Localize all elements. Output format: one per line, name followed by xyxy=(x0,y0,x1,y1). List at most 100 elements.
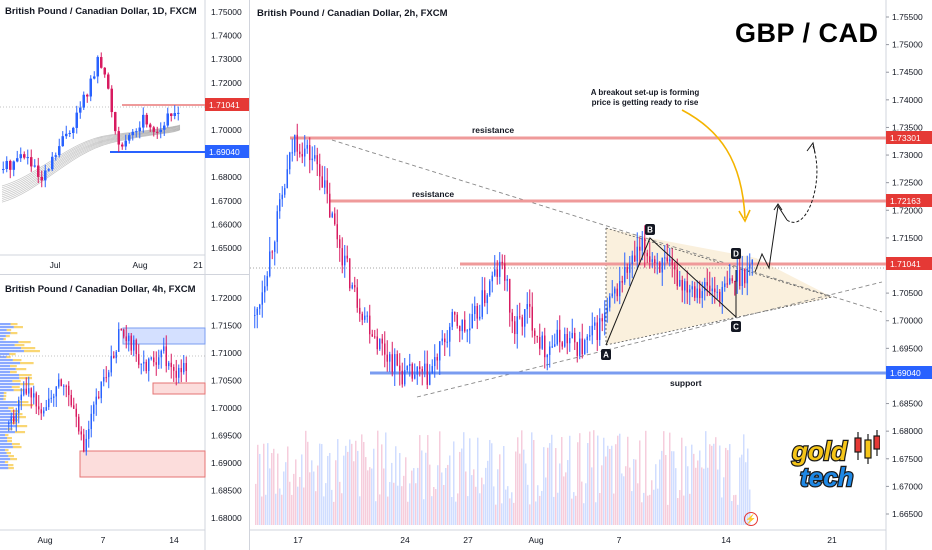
volume-bar xyxy=(649,494,651,525)
flash-icon[interactable]: ⚡ xyxy=(744,512,758,526)
daily-chart-pane[interactable]: British Pound / Canadian Dollar, 1D, FXC… xyxy=(0,0,249,274)
4h-volume-profile-bar xyxy=(0,371,11,374)
main-candle xyxy=(264,286,266,293)
main-candle xyxy=(471,314,473,329)
main-candle xyxy=(299,151,301,155)
main-candle xyxy=(509,279,511,313)
daily-candle xyxy=(2,169,5,171)
4h-volume-profile-bar xyxy=(3,395,7,398)
price-tag-label: 1.71041 xyxy=(890,259,921,269)
4h-candle xyxy=(155,362,157,365)
volume-bar xyxy=(403,475,405,525)
volume-bar xyxy=(625,466,627,525)
main-candle xyxy=(329,193,331,218)
4h-candle xyxy=(178,367,180,378)
volume-bar xyxy=(559,463,561,525)
daily-candle xyxy=(19,154,22,159)
pane-divider-vertical[interactable] xyxy=(249,0,250,550)
daily-candle xyxy=(54,155,57,157)
main-candle xyxy=(406,365,408,371)
volume-bar xyxy=(717,469,719,525)
volume-bar xyxy=(523,449,525,525)
main-candle xyxy=(626,267,628,273)
4h-volume-profile-bar xyxy=(0,392,4,395)
4h-volume-profile-bar xyxy=(13,389,23,392)
main-candle xyxy=(326,180,328,194)
volume-bar xyxy=(277,453,279,525)
main-candle xyxy=(739,269,741,286)
volume-bar xyxy=(421,450,423,525)
main-candle xyxy=(749,264,751,269)
volume-bar xyxy=(459,451,461,525)
pattern-point-marker xyxy=(731,321,741,332)
volume-bar xyxy=(341,493,343,525)
main-candle xyxy=(654,259,656,263)
4h-chart-pane[interactable]: British Pound / Canadian Dollar, 4h, FXC… xyxy=(0,275,249,550)
daily-candle xyxy=(61,136,64,147)
volume-bar xyxy=(541,490,543,525)
volume-bar xyxy=(373,448,375,525)
daily-chart[interactable]: 1.750001.740001.730001.720001.710001.700… xyxy=(0,0,249,274)
volume-bar xyxy=(391,462,393,525)
triangle-pattern-fill xyxy=(606,228,832,345)
volume-bar xyxy=(347,451,349,525)
main-candle xyxy=(614,288,616,294)
volume-bar xyxy=(697,460,699,525)
volume-bar xyxy=(617,435,619,525)
volume-bar xyxy=(363,441,365,525)
daily-candle xyxy=(72,127,75,134)
daily-candle xyxy=(26,157,29,159)
volume-bar xyxy=(631,491,633,525)
volume-bar xyxy=(437,465,439,525)
main-candle xyxy=(271,251,273,253)
volume-bar xyxy=(321,444,323,525)
volume-bar xyxy=(689,493,691,525)
volume-bar xyxy=(699,450,701,525)
annotation-arrow xyxy=(681,109,746,219)
volume-bar xyxy=(395,446,397,525)
pane-divider-horizontal[interactable] xyxy=(0,274,249,275)
main-candle xyxy=(731,278,733,281)
main-candle xyxy=(276,211,278,242)
main-candle xyxy=(411,364,413,379)
main-candle xyxy=(631,255,633,265)
2h-chart-pane[interactable]: 1.75500 1.75000 1.74500 1.74000 1.73500 1.730… xyxy=(250,0,932,550)
resistance-upper-label: resistance xyxy=(472,125,515,135)
main-candle xyxy=(599,318,601,340)
main-candle xyxy=(616,288,618,297)
daily-price-tag xyxy=(205,98,249,111)
main-candle xyxy=(256,308,258,316)
main-candle xyxy=(581,338,583,355)
daily-candle xyxy=(33,165,36,167)
price-tag-label: 1.73301 xyxy=(890,133,921,143)
4h-volume-profile-bar xyxy=(10,458,18,461)
time-tick-label: 27 xyxy=(463,535,473,545)
main-candle xyxy=(419,366,421,370)
price-tick-label: 1.74000 xyxy=(892,95,923,105)
4h-volume-profile-bar xyxy=(0,374,20,377)
volume-bar xyxy=(267,443,269,525)
4h-time-tick-label: 14 xyxy=(169,535,179,545)
4h-volume-profile-bar xyxy=(10,323,18,326)
main-candle xyxy=(726,283,728,285)
4h-candle xyxy=(103,377,105,382)
4h-price-tick-label: 1.69500 xyxy=(211,431,242,441)
main-candle xyxy=(451,311,453,327)
main-candle xyxy=(261,292,263,305)
volume-bar xyxy=(695,467,697,525)
main-candle xyxy=(429,373,431,385)
price-tag xyxy=(886,194,932,207)
4h-chart[interactable]: 1.72000 1.71500 1.71000 1.70500 1.70000 1.695… xyxy=(0,275,249,550)
daily-candle xyxy=(82,94,85,108)
volume-bar xyxy=(489,439,491,525)
main-candle xyxy=(664,257,666,259)
2h-chart[interactable]: 1.75500 1.75000 1.74500 1.74000 1.73500 1.730… xyxy=(250,0,932,550)
4h-volume-profile-bar xyxy=(8,455,14,458)
daily-candle xyxy=(114,112,117,132)
main-candle xyxy=(574,332,576,343)
volume-bar xyxy=(709,444,711,525)
volume-bar xyxy=(469,438,471,525)
4h-volume-profile-bar xyxy=(0,452,7,455)
4h-volume-profile-bar xyxy=(0,332,11,335)
4h-volume-profile-bar xyxy=(17,401,29,404)
